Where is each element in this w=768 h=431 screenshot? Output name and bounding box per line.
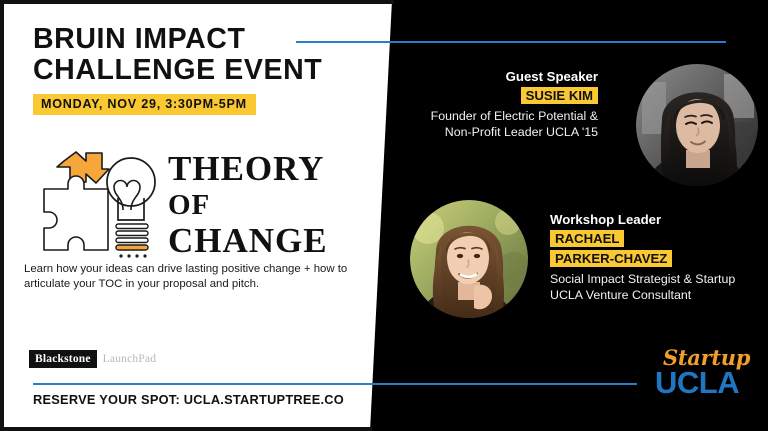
headline-line-2: CHALLENGE EVENT (33, 54, 323, 86)
toc-word-of: OF (168, 188, 211, 221)
event-description: Learn how your ideas can drive lasting p… (24, 263, 348, 290)
speaker-card-guest: Guest Speaker SUSIE KIM Founder of Elect… (418, 64, 758, 194)
reserve-spot-link[interactable]: RESERVE YOUR SPOT: UCLA.STARTUPTREE.CO (33, 392, 344, 407)
theory-of-change-lockup: THEORY OF CHANGE (30, 148, 360, 266)
speaker-guest-description: Founder of Electric Potential & Non-Prof… (430, 109, 598, 139)
accent-rule-top (296, 41, 726, 43)
toc-word-change: CHANGE (168, 221, 328, 261)
theory-of-change-wordmark: THEORY OF CHANGE (168, 149, 358, 261)
panel-border-left (0, 0, 4, 431)
headline-line-1: BRUIN IMPACT (33, 23, 246, 55)
panel-border-bottom (0, 427, 372, 431)
headline-group: BRUIN IMPACT CHALLENGE EVENT MONDAY, NOV… (33, 24, 363, 115)
speaker-workshop-text: Workshop Leader RACHAEL PARKER-CHAVEZ So… (550, 212, 755, 303)
speaker-workshop-name-line-1: RACHAEL (550, 230, 625, 247)
blackstone-launchpad-logo: Blackstone LaunchPad (29, 350, 156, 368)
lightbulb-puzzle-gear-icon (30, 148, 162, 266)
startup-ucla-logo: Startup UCLA (655, 345, 755, 400)
launchpad-wordmark: LaunchPad (102, 353, 157, 365)
accent-rule-bottom (33, 383, 637, 385)
blackstone-wordmark: Blackstone (29, 350, 97, 368)
speaker-guest-role: Guest Speaker (505, 69, 598, 84)
ucla-wordmark: UCLA (655, 365, 740, 400)
toc-word-theory: THEORY (168, 149, 325, 188)
panel-border-top (0, 0, 394, 4)
speaker-card-workshop: Workshop Leader RACHAEL PARKER-CHAVEZ So… (400, 200, 760, 350)
speaker-workshop-name-line-2: PARKER-CHAVEZ (550, 250, 673, 267)
speaker-workshop-role: Workshop Leader (550, 212, 662, 227)
portrait-rachael-parker-chavez (410, 200, 528, 318)
portrait-susie-kim (636, 64, 758, 186)
speaker-guest-name: SUSIE KIM (520, 87, 598, 104)
event-date-badge: MONDAY, NOV 29, 3:30PM-5PM (33, 94, 256, 115)
startup-wordmark: Startup (663, 345, 751, 370)
speaker-workshop-description: Social Impact Strategist & Startup UCLA … (550, 272, 736, 302)
speaker-guest-text: Guest Speaker SUSIE KIM Founder of Elect… (408, 69, 598, 140)
